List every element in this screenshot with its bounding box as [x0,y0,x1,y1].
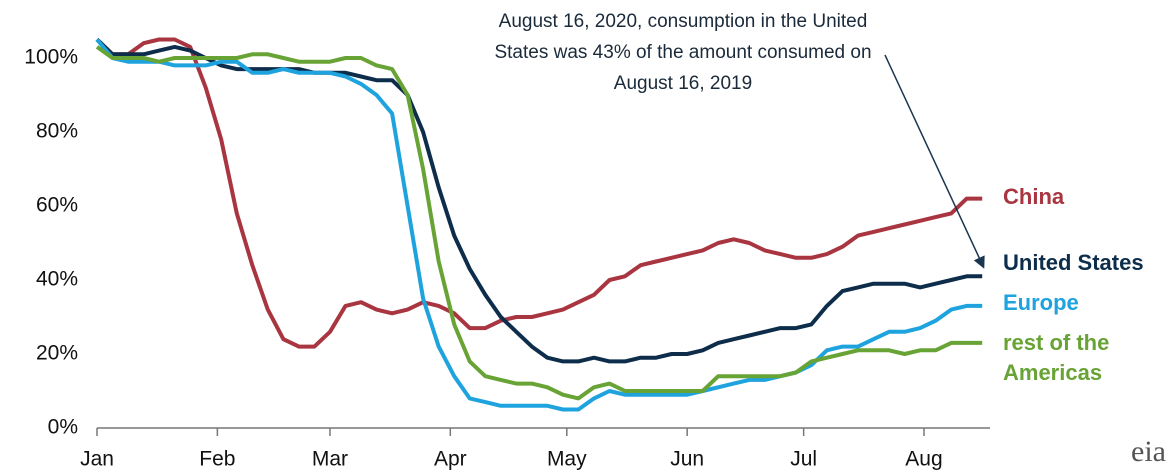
series-label: Europe [1003,290,1079,315]
logo: eia [1131,435,1166,468]
series-line [95,37,983,349]
y-tick-label: 20% [36,342,78,365]
x-tick-label: Aug [905,448,942,471]
x-tick-label: May [547,448,587,471]
series-line [95,45,983,401]
y-tick-label: 80% [36,120,78,143]
x-tick-label: Feb [199,448,235,471]
x-tick-label: Jun [670,448,704,471]
series-label: United States [1003,250,1144,275]
series-line [95,38,983,412]
x-tick-label: Jul [790,448,817,471]
annotation-arrow [884,54,985,269]
x-tick-label: Mar [312,448,348,471]
y-tick-label: 100% [24,46,78,69]
x-tick-label: Jan [80,448,114,471]
series-label: China [1003,184,1065,209]
y-tick-label: 0% [48,416,78,439]
series-label: rest of the Americas [1003,330,1110,385]
y-tick-label: 40% [36,268,78,291]
y-tick-label: 60% [36,194,78,217]
x-tick-label: Apr [434,448,467,471]
annotation: August 16, 2020, consumption in the Unit… [494,11,872,94]
